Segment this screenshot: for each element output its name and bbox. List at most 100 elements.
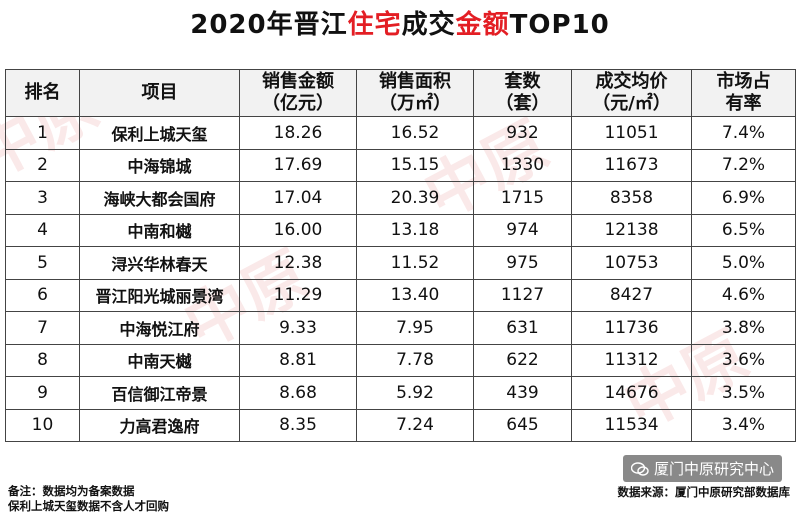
table-cell: 7.2% — [691, 148, 796, 182]
column-header: 套数 （套） — [473, 69, 572, 117]
table-cell: 12.38 — [239, 246, 357, 280]
table-cell: 11534 — [571, 408, 692, 442]
title-suffix: TOP10 — [509, 10, 610, 40]
footnote-line-2: 保利上城天玺数据不含人才回购 — [8, 499, 169, 513]
project-name-cell: 浔兴华林春天 — [79, 246, 240, 280]
column-header: 项目 — [79, 69, 240, 117]
table-cell: 8.35 — [239, 408, 357, 442]
project-name-cell: 中南天樾 — [79, 343, 240, 377]
project-name-cell: 中南和樾 — [79, 213, 240, 247]
table-cell: 1127 — [473, 278, 572, 312]
data-source: 数据来源：厦门中原研究部数据库 — [617, 485, 791, 499]
table-row: 2 中海锦城 17.69 15.15 1330 11673 7.2% — [5, 148, 796, 182]
table-cell: 13.18 — [356, 213, 474, 247]
table-cell: 13.40 — [356, 278, 474, 312]
table-cell: 5 — [5, 246, 80, 280]
table-cell: 11312 — [571, 343, 692, 377]
table-cell: 6.9% — [691, 181, 796, 215]
table-row: 7 中海悦江府 9.33 7.95 631 11736 3.8% — [5, 311, 796, 345]
project-name-cell: 海峡大都会国府 — [79, 181, 240, 215]
project-name-cell: 晋江阳光城丽景湾 — [79, 278, 240, 312]
table-cell: 10753 — [571, 246, 692, 280]
table-cell: 3.8% — [691, 311, 796, 345]
table-cell: 9 — [5, 376, 80, 410]
table-row: 6 晋江阳光城丽景湾 11.29 13.40 1127 8427 4.6% — [5, 278, 796, 312]
table-cell: 9.33 — [239, 311, 357, 345]
table-body: 1 保利上城天玺 18.26 16.52 932 11051 7.4% 2 中海锦城 17.69 1… — [5, 116, 796, 442]
title-highlight-amount: 金额 — [455, 10, 510, 40]
table-cell: 631 — [473, 311, 572, 345]
table-row: 1 保利上城天玺 18.26 16.52 932 11051 7.4% — [5, 116, 796, 150]
table-cell: 3.4% — [691, 408, 796, 442]
wechat-label: 厦门中原研究中心 — [653, 460, 774, 478]
ranking-table: 排名 项目 销售金额 （亿元） 销售面积 （万㎡） 套数 （套） 成交均价 （元/㎡） 市场… — [5, 69, 796, 442]
column-header: 销售金额 （亿元） — [239, 69, 357, 117]
table-cell: 11736 — [571, 311, 692, 345]
title-prefix: 2020年晋江 — [190, 10, 348, 40]
wechat-icon — [630, 461, 649, 476]
title-highlight-residential: 住宅 — [347, 10, 402, 40]
project-name-cell: 百信御江帝景 — [79, 376, 240, 410]
table-cell: 5.92 — [356, 376, 474, 410]
table-cell: 3 — [5, 181, 80, 215]
table-cell: 7.78 — [356, 343, 474, 377]
table-cell: 974 — [473, 213, 572, 247]
project-name-cell: 保利上城天玺 — [79, 116, 240, 150]
project-name-cell: 力高君逸府 — [79, 408, 240, 442]
table-cell: 2 — [5, 148, 80, 182]
table-cell: 11.52 — [356, 246, 474, 280]
table-cell: 8358 — [571, 181, 692, 215]
table-cell: 10 — [5, 408, 80, 442]
table-cell: 8 — [5, 343, 80, 377]
table-cell: 932 — [473, 116, 572, 150]
table-cell: 15.15 — [356, 148, 474, 182]
table-cell: 7.4% — [691, 116, 796, 150]
project-name-cell: 中海悦江府 — [79, 311, 240, 345]
table-cell: 3.5% — [691, 376, 796, 410]
table-cell: 645 — [473, 408, 572, 442]
table-cell: 975 — [473, 246, 572, 280]
table-cell: 11051 — [571, 116, 692, 150]
table-cell: 6 — [5, 278, 80, 312]
table-row: 3 海峡大都会国府 17.04 20.39 1715 8358 6.9% — [5, 181, 796, 215]
column-header: 销售面积 （万㎡） — [356, 69, 474, 117]
table-cell: 8.68 — [239, 376, 357, 410]
footnote-line-1: 备注：数据均为备案数据 — [8, 484, 135, 498]
table-cell: 6.5% — [691, 213, 796, 247]
table-cell: 5.0% — [691, 246, 796, 280]
column-header: 成交均价 （元/㎡） — [571, 69, 692, 117]
table-cell: 1715 — [473, 181, 572, 215]
table-cell: 12138 — [571, 213, 692, 247]
table-cell: 8427 — [571, 278, 692, 312]
table-header-row: 排名 项目 销售金额 （亿元） 销售面积 （万㎡） 套数 （套） 成交均价 （元/㎡） 市场… — [5, 69, 796, 117]
table-cell: 1330 — [473, 148, 572, 182]
table-cell: 7 — [5, 311, 80, 345]
table-cell: 7.95 — [356, 311, 474, 345]
table-cell: 11673 — [571, 148, 692, 182]
footnote: 备注：数据均为备案数据 保利上城天玺数据不含人才回购 — [8, 484, 169, 514]
table-row: 4 中南和樾 16.00 13.18 974 12138 6.5% — [5, 213, 796, 247]
table-cell: 1 — [5, 116, 80, 150]
column-header: 市场占 有率 — [691, 69, 796, 117]
title-middle: 成交 — [401, 10, 456, 40]
table-cell: 11.29 — [239, 278, 357, 312]
table-cell: 16.00 — [239, 213, 357, 247]
table-cell: 8.81 — [239, 343, 357, 377]
table-cell: 4 — [5, 213, 80, 247]
table-cell: 14676 — [571, 376, 692, 410]
table-cell: 17.69 — [239, 148, 357, 182]
page-title: 2020年晋江住宅成交金额TOP10 — [0, 4, 800, 41]
table-row: 10 力高君逸府 8.35 7.24 645 11534 3.4% — [5, 408, 796, 442]
table-row: 8 中南天樾 8.81 7.78 622 11312 3.6% — [5, 343, 796, 377]
column-header: 排名 — [5, 69, 80, 117]
table-cell: 622 — [473, 343, 572, 377]
table-cell: 16.52 — [356, 116, 474, 150]
table-cell: 439 — [473, 376, 572, 410]
table-row: 9 百信御江帝景 8.68 5.92 439 14676 3.5% — [5, 376, 796, 410]
table-cell: 18.26 — [239, 116, 357, 150]
wechat-account-badge: 厦门中原研究中心 — [622, 455, 782, 482]
table-cell: 20.39 — [356, 181, 474, 215]
table-cell: 3.6% — [691, 343, 796, 377]
table-cell: 4.6% — [691, 278, 796, 312]
table-row: 5 浔兴华林春天 12.38 11.52 975 10753 5.0% — [5, 246, 796, 280]
